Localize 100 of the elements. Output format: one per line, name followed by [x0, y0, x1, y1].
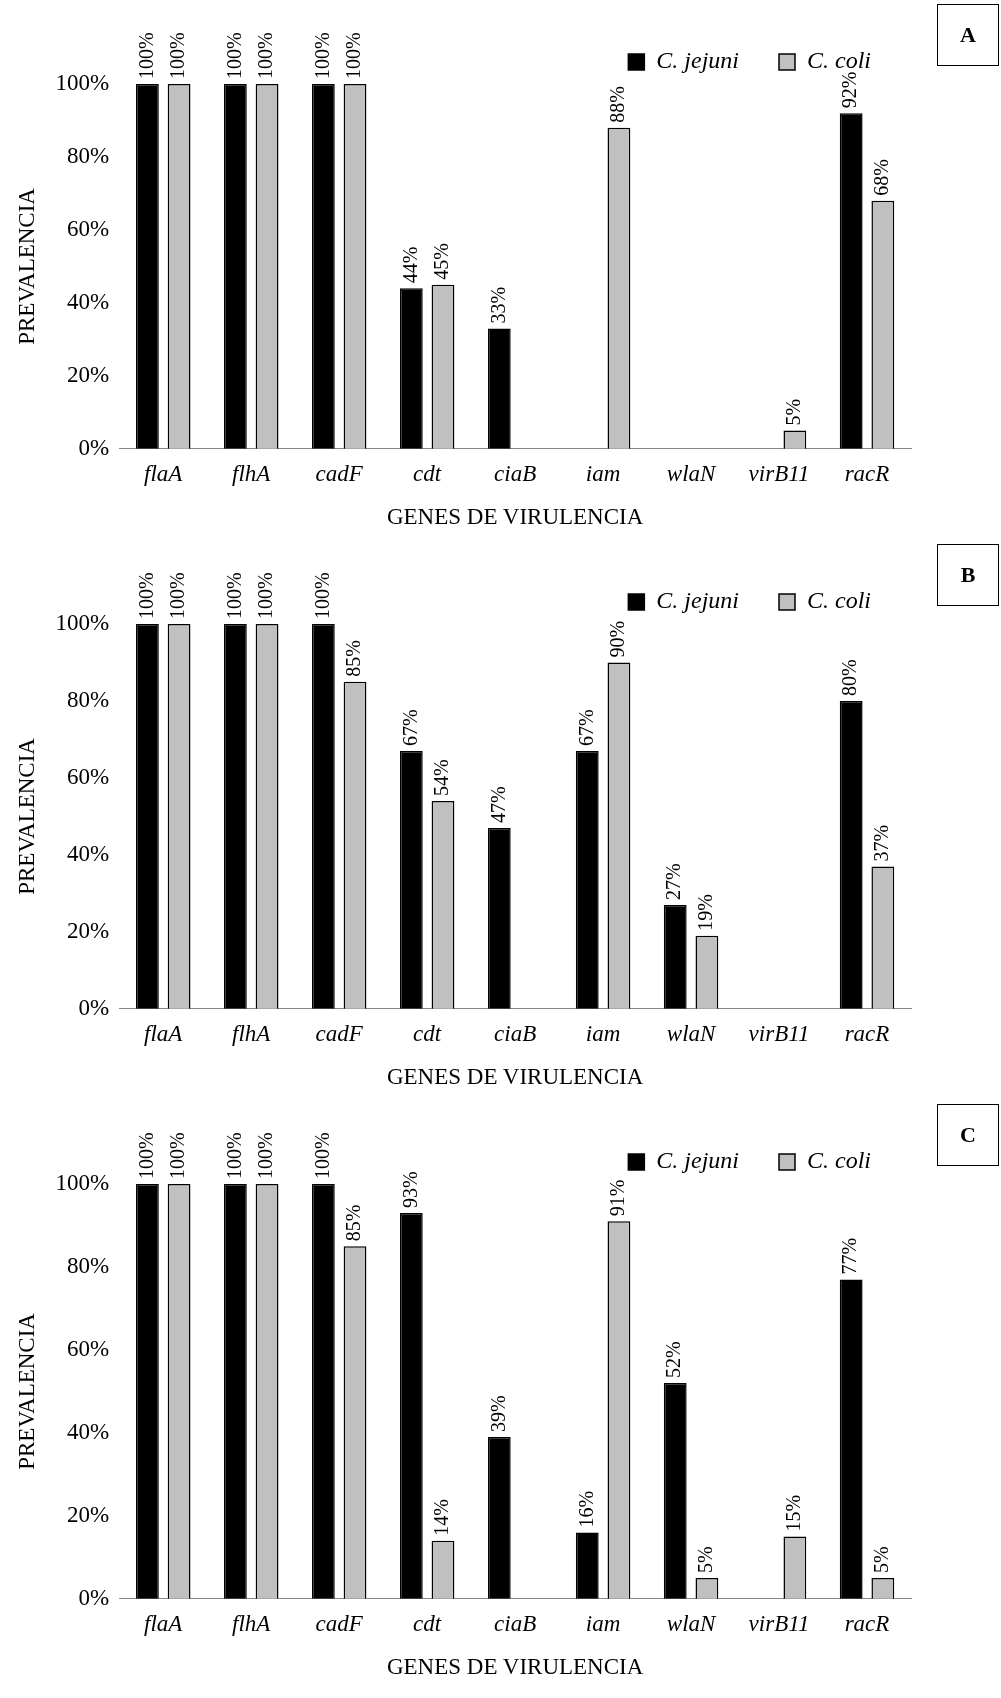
x-tick-label: cdt — [413, 1020, 442, 1046]
legend-label: C. jejuni — [656, 47, 740, 74]
data-label: 5% — [870, 1546, 893, 1574]
x-tick-label: cdt — [413, 1610, 442, 1636]
legend-label: C. coli — [807, 1147, 871, 1174]
data-label: 100% — [254, 1132, 277, 1179]
x-tick-label: racR — [844, 460, 890, 486]
data-label: 93% — [398, 1171, 421, 1209]
y-tick-label: 60% — [67, 215, 110, 241]
data-label: 100% — [134, 1132, 157, 1179]
y-tick-label: 40% — [67, 288, 110, 314]
data-label: 67% — [574, 709, 597, 746]
y-tick-label: 20% — [67, 361, 110, 387]
data-label: 91% — [606, 1179, 629, 1217]
y-tick-label: 0% — [78, 1584, 110, 1610]
data-label: 100% — [134, 32, 157, 79]
data-label: 88% — [606, 86, 629, 123]
y-tick-label: 80% — [67, 143, 110, 169]
data-label: 100% — [310, 1132, 333, 1179]
data-label: 92% — [838, 71, 861, 109]
x-tick-label: cdt — [413, 460, 442, 486]
data-label: 85% — [342, 640, 365, 677]
data-label: 100% — [222, 32, 245, 79]
x-axis-title: GENES DE VIRULENCIA — [386, 1654, 644, 1680]
x-tick-label: wlaN — [666, 460, 718, 486]
x-tick-label: flhA — [232, 460, 272, 486]
x-tick-label: racR — [844, 1610, 890, 1636]
data-label: 100% — [342, 32, 365, 79]
data-label: 14% — [430, 1499, 453, 1536]
data-label: 16% — [574, 1490, 597, 1528]
y-tick-label: 20% — [67, 1501, 110, 1527]
x-tick-label: iam — [585, 1020, 621, 1046]
x-tick-label: ciaB — [494, 1020, 537, 1046]
x-tick-label: virB11 — [748, 1610, 810, 1636]
data-label: 80% — [838, 659, 861, 696]
x-tick-label: cadF — [315, 460, 364, 486]
data-label: 100% — [310, 32, 333, 79]
x-tick-label: flaA — [144, 1020, 184, 1046]
x-tick-label: wlaN — [666, 1610, 718, 1636]
data-label: 77% — [838, 1237, 861, 1275]
data-label: 100% — [222, 1132, 245, 1179]
data-label: 33% — [486, 286, 509, 324]
y-tick-label: 80% — [67, 687, 110, 713]
data-label: 100% — [310, 572, 333, 619]
x-tick-label: virB11 — [748, 460, 810, 486]
x-tick-label: flaA — [144, 1610, 184, 1636]
data-label: 44% — [398, 246, 421, 284]
y-tick-label: 40% — [67, 840, 110, 866]
y-tick-label: 80% — [67, 1253, 110, 1279]
x-tick-label: cadF — [315, 1610, 364, 1636]
legend-label: C. jejuni — [656, 1147, 740, 1174]
y-axis-title: PREVALENCIA — [13, 1312, 39, 1470]
x-tick-label: ciaB — [494, 460, 537, 486]
data-label: 100% — [254, 572, 277, 619]
y-tick-label: 100% — [55, 70, 110, 96]
data-label: 100% — [166, 32, 189, 79]
data-label: 90% — [606, 620, 629, 658]
data-label: 54% — [430, 759, 453, 797]
data-label: 47% — [486, 786, 509, 823]
data-label: 52% — [662, 1341, 685, 1379]
data-label: 37% — [870, 824, 893, 862]
x-tick-label: ciaB — [494, 1610, 537, 1636]
data-label: 67% — [398, 709, 421, 746]
data-label: 15% — [782, 1494, 805, 1532]
x-tick-label: virB11 — [748, 1020, 810, 1046]
data-label: 68% — [870, 159, 893, 196]
text: A — [937, 4, 999, 66]
data-label: 5% — [782, 398, 805, 426]
data-label: 100% — [166, 572, 189, 619]
x-tick-label: wlaN — [666, 1020, 718, 1046]
x-tick-label: iam — [585, 460, 621, 486]
text: B — [937, 544, 999, 606]
data-label: 5% — [694, 1546, 717, 1574]
data-label: 100% — [134, 572, 157, 619]
y-tick-label: 20% — [67, 917, 110, 943]
data-label: 85% — [342, 1204, 365, 1242]
data-label: 45% — [430, 242, 453, 280]
y-tick-label: 60% — [67, 763, 110, 789]
x-tick-label: racR — [844, 1020, 890, 1046]
y-tick-label: 100% — [55, 1170, 110, 1196]
data-label: 39% — [486, 1395, 509, 1433]
x-axis-title: GENES DE VIRULENCIA — [386, 1064, 644, 1090]
x-tick-label: cadF — [315, 1020, 364, 1046]
data-label: 27% — [662, 863, 685, 900]
y-axis-title: PREVALENCIA — [13, 737, 39, 895]
data-label: 100% — [254, 32, 277, 79]
y-tick-label: 0% — [78, 434, 110, 460]
data-label: 19% — [694, 894, 717, 931]
x-tick-label: iam — [585, 1610, 621, 1636]
x-tick-label: flhA — [232, 1020, 272, 1046]
y-tick-label: 60% — [67, 1335, 110, 1361]
x-tick-label: flhA — [232, 1610, 272, 1636]
data-label: 100% — [222, 572, 245, 619]
data-label: 100% — [166, 1132, 189, 1179]
text: C — [937, 1104, 999, 1166]
legend-label: C. jejuni — [656, 587, 740, 614]
y-tick-label: 0% — [78, 994, 110, 1020]
y-tick-label: 100% — [55, 610, 110, 636]
y-axis-title: PREVALENCIA — [13, 187, 39, 345]
x-tick-label: flaA — [144, 460, 184, 486]
